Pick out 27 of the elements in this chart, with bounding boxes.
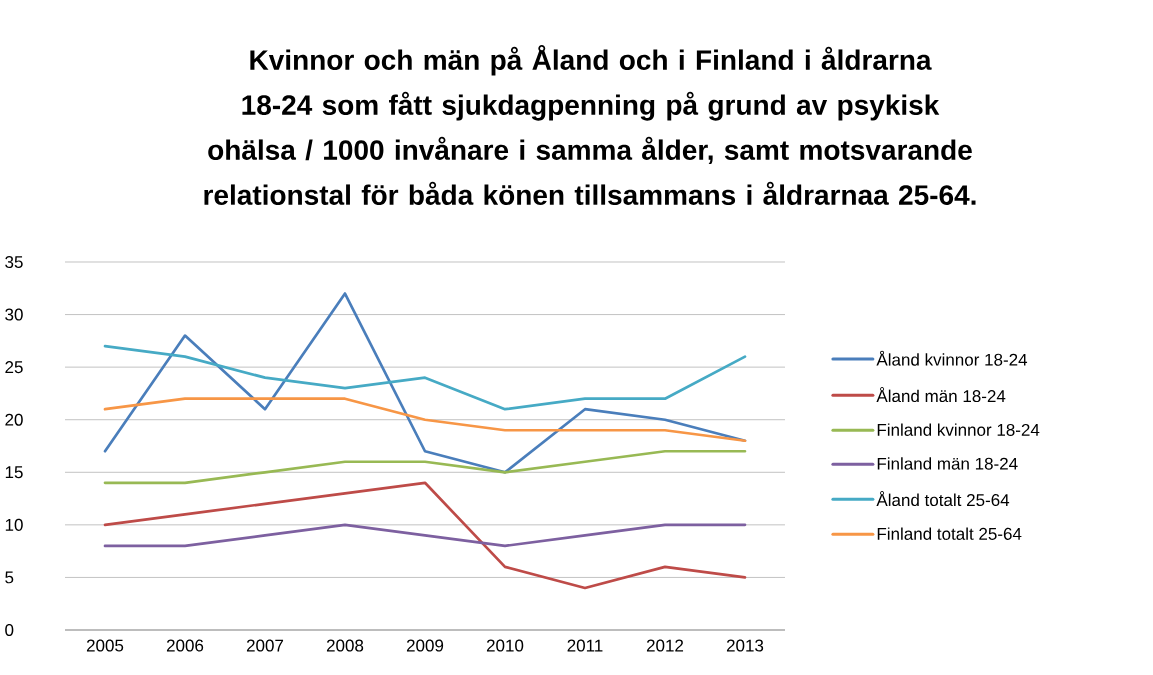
- x-tick-label: 2012: [646, 639, 684, 652]
- x-tick-label: 2005: [86, 639, 124, 652]
- y-tick-label: 15: [5, 466, 23, 479]
- y-tick-label: 20: [5, 413, 23, 426]
- line-series: [103, 449, 747, 485]
- chart-title: Kvinnor och män på Åland och i Finland i åldrarna 18-24 som fått sjukdagpenning på grund av psykisk ohälsa / 1000 invånare i samma ålder, samt motsvarande relationstal för båda könen tillsammans i åldrarnaa 25-64.: [204, 45, 976, 205]
- x-tick-label: 2011: [567, 639, 603, 652]
- y-tick-label: 25: [5, 361, 23, 374]
- legend-label: Finland totalt 25-64: [877, 527, 1022, 540]
- x-tick-label: 2006: [166, 639, 204, 652]
- legend-label: Finland män 18-24: [877, 457, 1018, 470]
- y-tick-label: 5: [5, 571, 14, 584]
- x-tick-label: 2007: [246, 639, 284, 652]
- legend-label: Finland kvinnor 18-24: [877, 423, 1040, 436]
- y-tick-label: 10: [5, 518, 23, 531]
- x-tick-label: 2009: [406, 639, 444, 652]
- line-series: [103, 344, 747, 411]
- x-tick-label: 2013: [726, 639, 764, 652]
- x-tick-label: 2008: [326, 639, 364, 652]
- y-tick-label: 35: [5, 255, 23, 269]
- y-tick-label: 0: [5, 623, 14, 637]
- legend-label: Åland totalt 25-64: [876, 491, 1010, 507]
- legend-label: Åland kvinnor 18-24: [876, 350, 1028, 366]
- line-series: [103, 481, 747, 590]
- legend-label: Åland män 18-24: [876, 387, 1006, 403]
- x-tick-label: 2010: [486, 639, 524, 652]
- y-tick-label: 30: [5, 308, 23, 321]
